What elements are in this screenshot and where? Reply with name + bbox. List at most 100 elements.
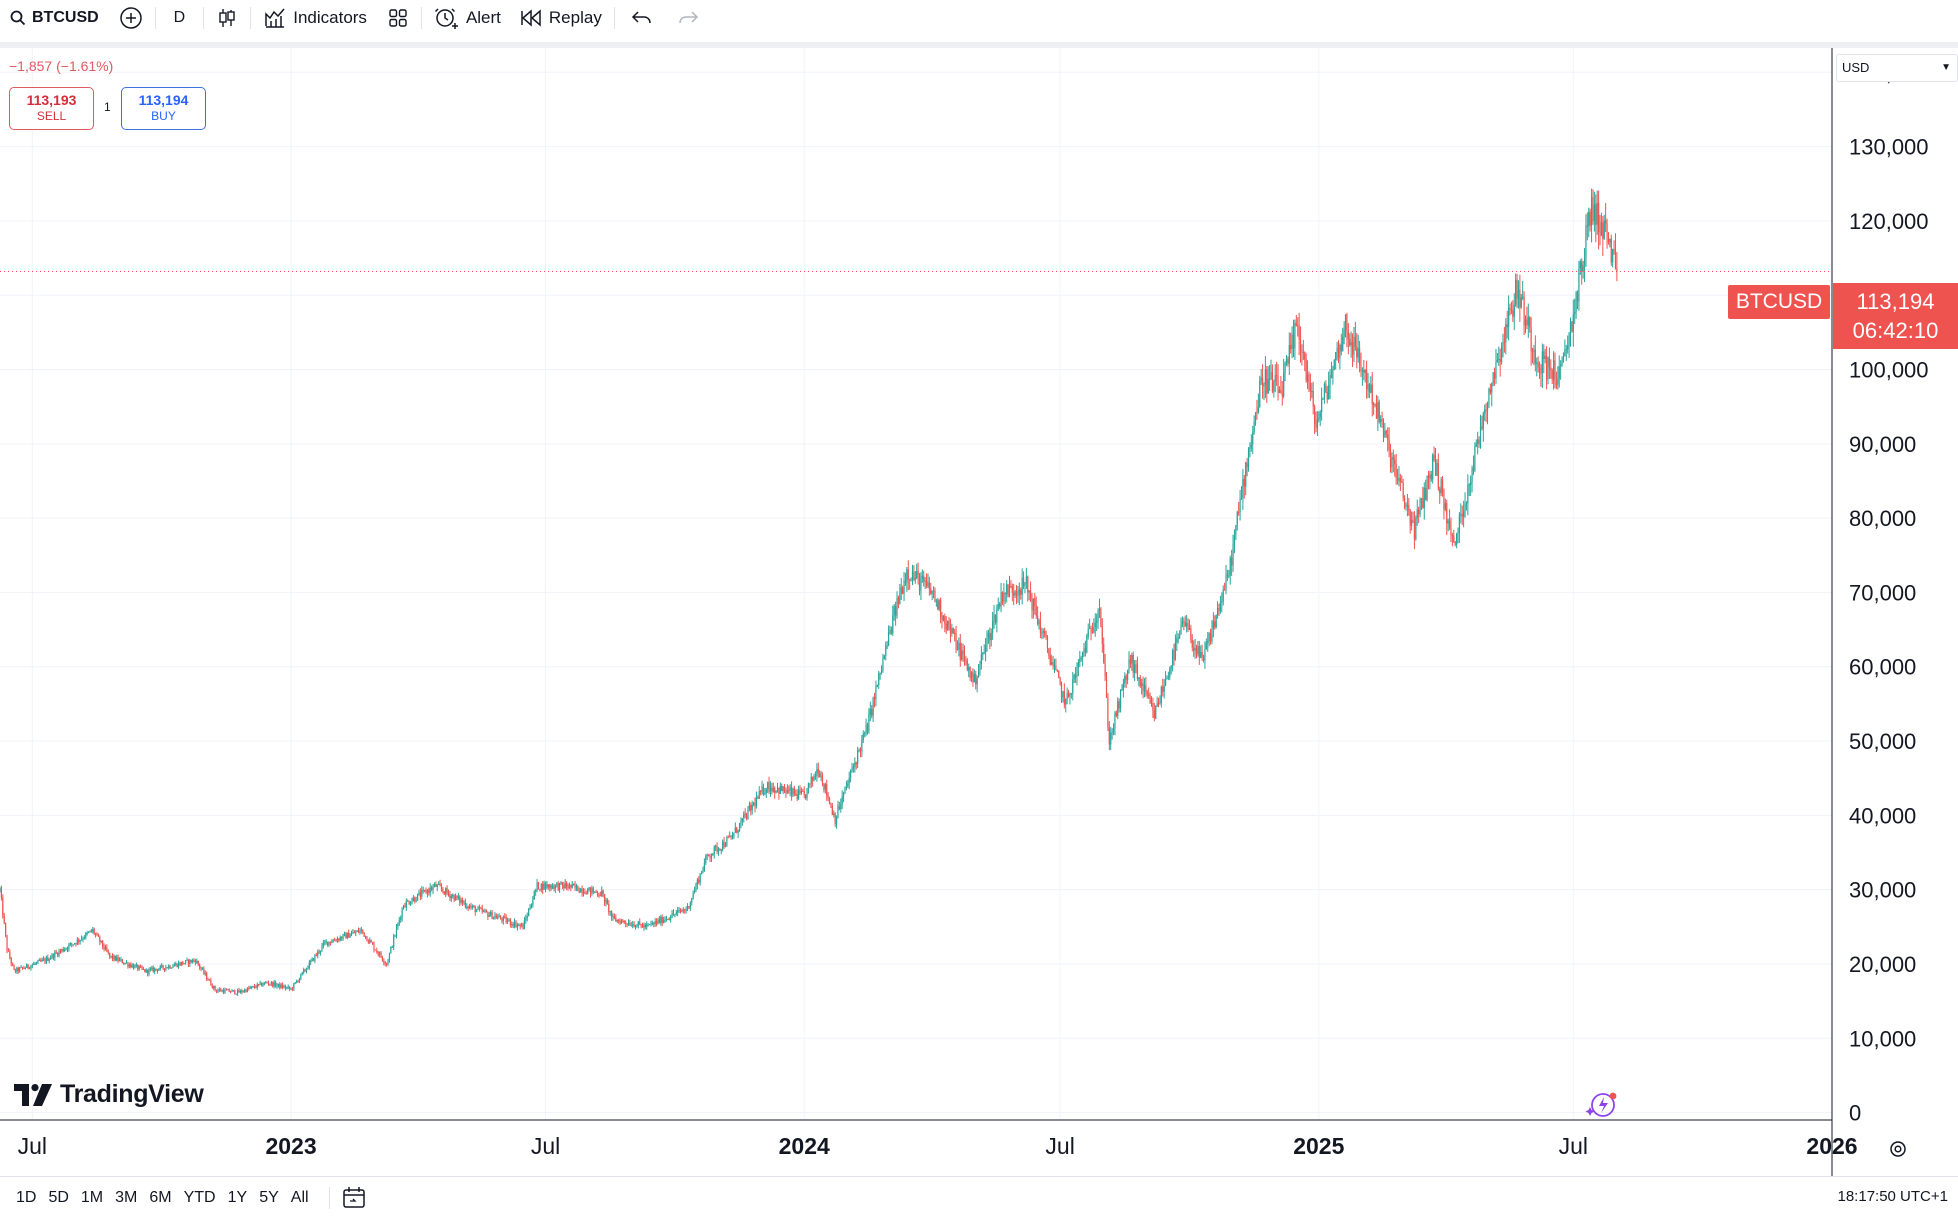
candle-body xyxy=(1395,464,1397,479)
range-button-5d[interactable]: 5D xyxy=(48,1188,69,1206)
candle-body xyxy=(1294,323,1296,349)
candle-body xyxy=(501,918,503,921)
candle-body xyxy=(1551,370,1553,380)
candle-body xyxy=(748,805,750,809)
range-button-ytd[interactable]: YTD xyxy=(183,1188,216,1206)
candle-body xyxy=(866,724,869,732)
interval-button[interactable]: D xyxy=(158,0,202,36)
candle-body xyxy=(611,911,613,918)
undo-button[interactable] xyxy=(617,0,667,36)
candle-body xyxy=(294,982,296,984)
y-tick-label: 120,000 xyxy=(1849,209,1929,234)
candle-body xyxy=(952,628,954,634)
candle-body xyxy=(692,892,694,899)
sell-button[interactable]: 113,193 SELL xyxy=(9,87,94,130)
candle-body xyxy=(42,959,45,961)
alert-button[interactable]: Alert xyxy=(424,0,511,36)
currency-select[interactable]: USD ▼ xyxy=(1836,54,1958,82)
buy-button[interactable]: 113,194 BUY xyxy=(121,87,206,130)
candle-body xyxy=(1118,701,1120,709)
replay-button[interactable]: Replay xyxy=(511,0,612,36)
candle-body xyxy=(1281,393,1283,397)
candle-body xyxy=(893,606,895,616)
spark-assistant-icon[interactable] xyxy=(1585,1090,1621,1120)
candle-body xyxy=(715,846,717,848)
range-button-5y[interactable]: 5Y xyxy=(259,1188,279,1206)
candle-body xyxy=(1091,632,1094,634)
candle-body xyxy=(1506,324,1508,328)
candle-body xyxy=(595,891,597,893)
candle-body xyxy=(871,709,873,716)
candle-body xyxy=(151,967,153,969)
candle-body xyxy=(706,854,708,856)
symbol-search[interactable]: BTCUSD xyxy=(0,0,109,36)
toolbar-divider-bar xyxy=(0,42,1958,48)
candle-body xyxy=(1571,321,1573,332)
candle-body xyxy=(532,899,534,906)
candle-body xyxy=(197,960,199,965)
candle-body xyxy=(192,960,194,963)
candle-body xyxy=(1153,710,1155,719)
candle-body xyxy=(1595,204,1597,225)
candle-body xyxy=(909,579,911,581)
indicators-icon xyxy=(265,8,285,28)
range-button-6m[interactable]: 6M xyxy=(149,1188,172,1206)
candle-body xyxy=(1575,292,1577,312)
axes: 0 10,000 20,000 30,000 40,000 50,000 60,000 70,… xyxy=(0,48,1929,1176)
candle-body xyxy=(395,927,398,936)
tradingview-logo[interactable]: TradingView xyxy=(14,1080,204,1109)
range-button-1d[interactable]: 1D xyxy=(16,1188,37,1206)
candle-body xyxy=(1098,608,1101,611)
range-button-3m[interactable]: 3M xyxy=(115,1188,138,1206)
candle-body xyxy=(696,879,698,885)
candle-body xyxy=(542,883,544,890)
chart-type-button[interactable] xyxy=(206,0,248,36)
candle-body xyxy=(1408,504,1410,511)
candle-body xyxy=(148,969,150,974)
gear-icon[interactable] xyxy=(1887,1138,1909,1160)
candle-body xyxy=(231,990,233,992)
candle-body xyxy=(575,885,578,888)
x-tick-label: 2023 xyxy=(265,1133,316,1159)
range-button-1y[interactable]: 1Y xyxy=(227,1188,248,1206)
candle-body xyxy=(492,916,495,919)
candle-body xyxy=(983,652,985,654)
candle-body xyxy=(130,964,132,968)
candle-body xyxy=(1311,391,1313,393)
range-button-1m[interactable]: 1M xyxy=(80,1188,104,1206)
candle-body xyxy=(850,770,852,778)
compare-symbol-button[interactable] xyxy=(109,0,153,36)
candle-body xyxy=(963,654,966,661)
candle-body xyxy=(1195,648,1198,655)
candle-body xyxy=(349,935,351,938)
candle-body xyxy=(318,951,320,953)
candle-body xyxy=(1349,339,1351,346)
candle-body xyxy=(1538,367,1541,373)
candle-body xyxy=(1451,534,1453,536)
candle-body xyxy=(751,804,753,811)
candle-body xyxy=(653,923,655,925)
candle-body xyxy=(1524,319,1527,326)
layouts-button[interactable] xyxy=(377,0,419,36)
clock-timezone[interactable]: 18:17:50 UTC+1 xyxy=(1837,1188,1949,1205)
go-to-date-icon[interactable] xyxy=(342,1186,368,1210)
redo-button[interactable] xyxy=(667,0,709,36)
candle-body xyxy=(139,966,142,968)
candle-body xyxy=(1180,623,1182,635)
candle-body xyxy=(1207,640,1209,643)
candle-body xyxy=(539,889,541,891)
candle-body xyxy=(1240,497,1243,500)
candle-body xyxy=(574,884,576,888)
candle-body xyxy=(529,908,531,910)
candle-body xyxy=(1456,534,1458,545)
candle-body xyxy=(1606,223,1608,234)
candle-body xyxy=(470,906,472,908)
candle-body xyxy=(911,571,914,581)
candle-body xyxy=(31,964,33,966)
indicators-button[interactable]: Indicators xyxy=(253,0,377,36)
candle-body xyxy=(232,990,234,992)
range-button-all[interactable]: All xyxy=(290,1188,309,1206)
candle-body xyxy=(331,942,333,944)
candle-body xyxy=(55,952,57,954)
